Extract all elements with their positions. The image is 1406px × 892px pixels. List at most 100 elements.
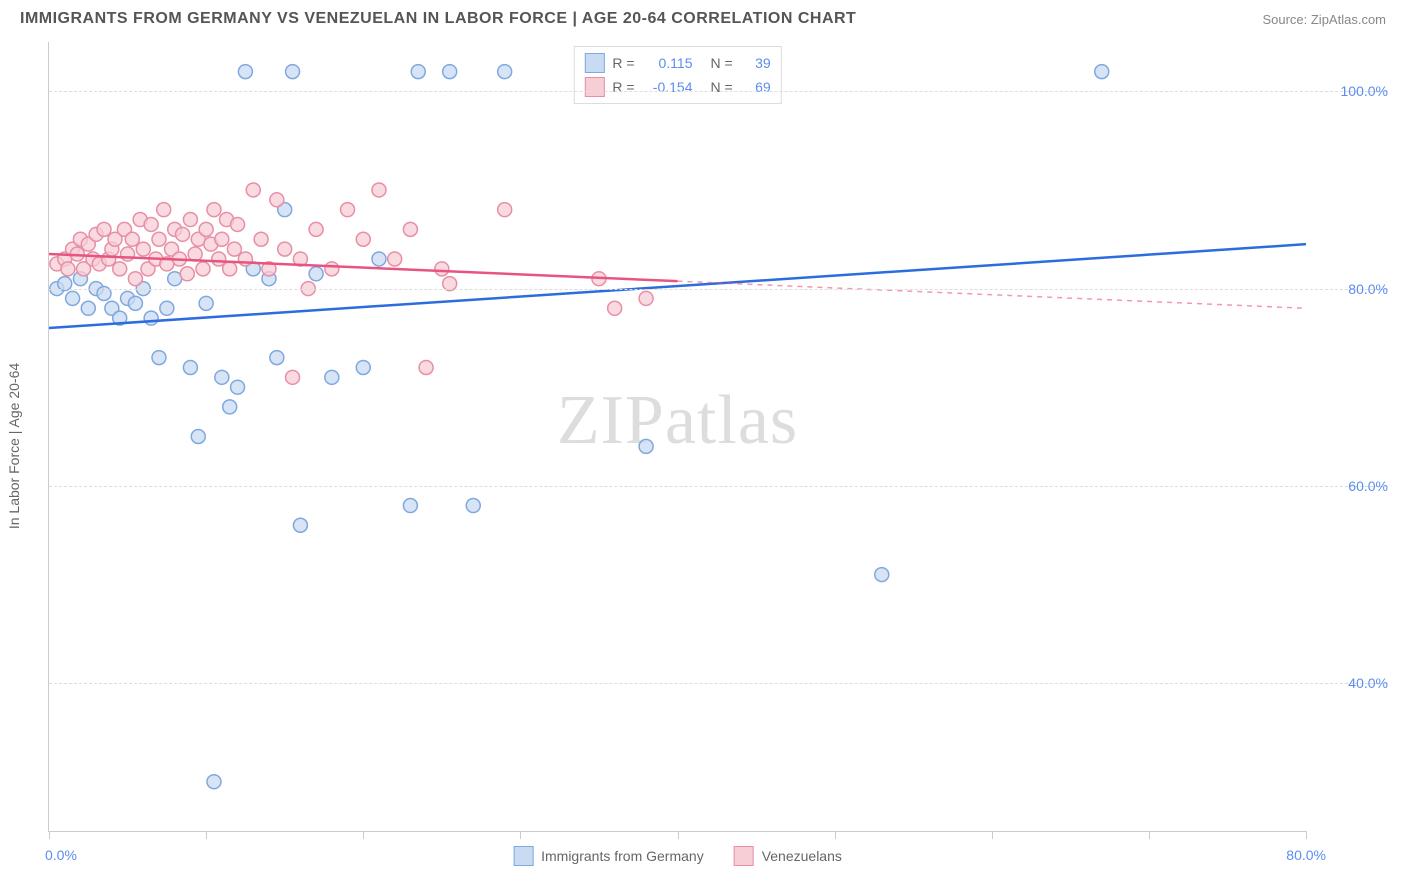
data-point	[113, 262, 127, 276]
legend-swatch	[734, 846, 754, 866]
data-point	[128, 296, 142, 310]
correlation-legend: R =0.115N =39R =-0.154N =69	[573, 46, 781, 104]
legend-row: R =-0.154N =69	[584, 75, 770, 99]
data-point	[293, 518, 307, 532]
data-point	[97, 222, 111, 236]
data-point	[309, 222, 323, 236]
x-tick	[835, 831, 836, 839]
data-point	[231, 217, 245, 231]
data-point	[639, 291, 653, 305]
legend-row: R = 0.115 N = 39	[584, 51, 770, 75]
data-point	[61, 262, 75, 276]
data-point	[191, 430, 205, 444]
data-point	[639, 439, 653, 453]
x-tick	[1306, 831, 1307, 839]
gridline	[49, 91, 1388, 92]
data-point	[325, 262, 339, 276]
y-axis-label: In Labor Force | Age 20-64	[6, 363, 22, 529]
data-point	[223, 400, 237, 414]
legend-series-name: Venezuelans	[762, 848, 842, 864]
legend-r-value: 0.115	[643, 55, 693, 71]
data-point	[215, 232, 229, 246]
data-point	[278, 242, 292, 256]
data-point	[212, 252, 226, 266]
regression-line	[49, 244, 1306, 328]
x-tick	[363, 831, 364, 839]
data-point	[356, 232, 370, 246]
data-point	[443, 65, 457, 79]
data-point	[875, 568, 889, 582]
x-axis-max: 80.0%	[1286, 847, 1326, 863]
legend-item: Venezuelans	[734, 846, 842, 866]
data-point	[286, 370, 300, 384]
data-point	[144, 217, 158, 231]
series-legend: Immigrants from Germany Venezuelans	[513, 846, 842, 866]
data-point	[388, 252, 402, 266]
data-point	[136, 242, 150, 256]
data-point	[176, 227, 190, 241]
data-point	[160, 301, 174, 315]
data-point	[356, 360, 370, 374]
data-point	[157, 203, 171, 217]
legend-r-label: R =	[612, 55, 634, 71]
data-point	[81, 301, 95, 315]
data-point	[372, 252, 386, 266]
data-point	[325, 370, 339, 384]
x-tick	[678, 831, 679, 839]
gridline	[49, 486, 1388, 487]
source-label: Source: ZipAtlas.com	[1262, 12, 1386, 27]
data-point	[1095, 65, 1109, 79]
data-point	[270, 351, 284, 365]
legend-swatch	[584, 53, 604, 73]
legend-swatch	[584, 77, 604, 97]
data-point	[608, 301, 622, 315]
data-point	[498, 203, 512, 217]
data-point	[419, 360, 433, 374]
chart-area: ZIPatlas R =0.115N =39R =-0.154N =69 Imm…	[48, 42, 1306, 832]
y-tick-label: 60.0%	[1318, 478, 1388, 494]
legend-n-label: N =	[711, 55, 733, 71]
legend-n-value: 69	[741, 79, 771, 95]
data-point	[498, 65, 512, 79]
x-axis-min: 0.0%	[45, 847, 77, 863]
data-point	[199, 296, 213, 310]
legend-n-value: 39	[741, 55, 771, 71]
data-point	[215, 370, 229, 384]
data-point	[125, 232, 139, 246]
legend-r-label: R =	[612, 79, 634, 95]
legend-r-value: -0.154	[643, 79, 693, 95]
data-point	[66, 291, 80, 305]
data-point	[207, 775, 221, 789]
data-point	[372, 183, 386, 197]
data-point	[183, 360, 197, 374]
data-point	[403, 499, 417, 513]
scatter-plot	[49, 42, 1306, 831]
data-point	[121, 247, 135, 261]
y-tick-label: 40.0%	[1318, 675, 1388, 691]
data-point	[309, 267, 323, 281]
data-point	[144, 311, 158, 325]
data-point	[180, 267, 194, 281]
data-point	[223, 262, 237, 276]
x-tick	[206, 831, 207, 839]
data-point	[286, 65, 300, 79]
legend-series-name: Immigrants from Germany	[541, 848, 704, 864]
legend-swatch	[513, 846, 533, 866]
data-point	[435, 262, 449, 276]
page-title: IMMIGRANTS FROM GERMANY VS VENEZUELAN IN…	[20, 10, 856, 28]
data-point	[411, 65, 425, 79]
data-point	[403, 222, 417, 236]
data-point	[270, 193, 284, 207]
gridline	[49, 683, 1388, 684]
data-point	[128, 272, 142, 286]
legend-item: Immigrants from Germany	[513, 846, 704, 866]
regression-line-extrapolated	[678, 281, 1307, 308]
data-point	[207, 203, 221, 217]
x-tick	[520, 831, 521, 839]
gridline	[49, 289, 1388, 290]
data-point	[196, 262, 210, 276]
data-point	[199, 222, 213, 236]
x-tick	[992, 831, 993, 839]
data-point	[183, 213, 197, 227]
x-tick	[49, 831, 50, 839]
